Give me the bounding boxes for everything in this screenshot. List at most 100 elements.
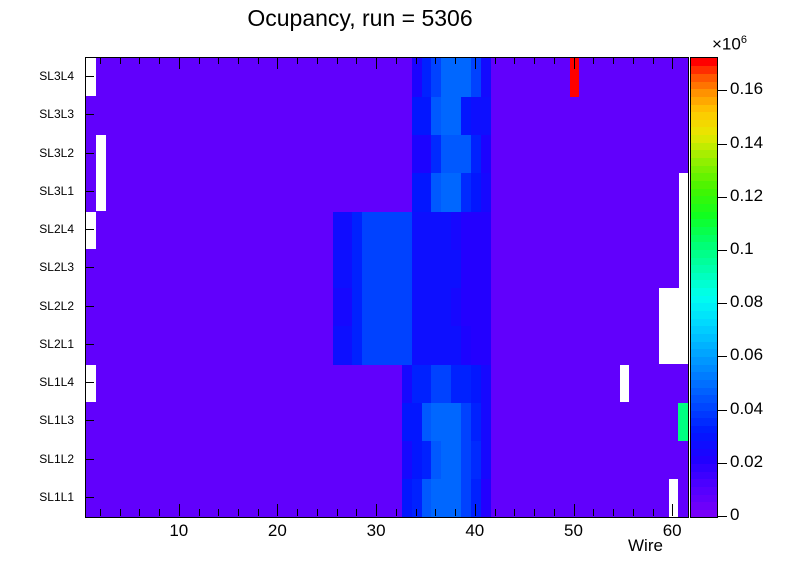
heatmap-cell — [668, 211, 679, 250]
heatmap-cell — [145, 211, 156, 250]
heatmap-cell — [224, 134, 235, 174]
heatmap-cell — [115, 211, 127, 250]
heatmap-cell — [559, 287, 571, 327]
x-axis-tick — [159, 509, 160, 516]
heatmap-cell — [638, 364, 650, 403]
heatmap-cell — [155, 402, 166, 442]
heatmap-cell — [352, 402, 363, 442]
heatmap-cell — [332, 211, 344, 250]
heatmap-cell — [105, 402, 117, 442]
color-scale-band — [691, 149, 717, 159]
heatmap-cell — [421, 172, 432, 212]
heatmap-cell — [451, 58, 462, 97]
x-axis-tick-top — [632, 57, 634, 64]
x-axis-tick — [553, 509, 555, 516]
heatmap-cell — [441, 96, 452, 136]
color-scale-bar[interactable] — [690, 57, 718, 518]
x-axis-tick-top — [652, 57, 654, 64]
heatmap-cell — [105, 249, 117, 289]
heatmap-cell — [490, 58, 502, 97]
heatmap-cell — [135, 249, 146, 289]
heatmap-cell — [362, 287, 373, 327]
heatmap-cell — [579, 58, 590, 97]
heatmap-cell — [678, 58, 688, 97]
heatmap-cell — [224, 172, 235, 212]
z-axis-tick — [717, 143, 727, 145]
heatmap-cell — [658, 211, 669, 250]
heatmap-cell — [174, 325, 186, 365]
heatmap-cell — [441, 402, 452, 442]
heatmap-cell — [431, 58, 442, 97]
x-axis-tick-top — [593, 57, 595, 64]
heatmap-cell — [234, 478, 245, 517]
x-axis-tick — [198, 509, 200, 516]
heatmap-cell — [263, 478, 275, 517]
heatmap-cell — [480, 287, 492, 327]
heatmap-plot-area[interactable] — [85, 57, 689, 518]
heatmap-cell — [490, 364, 502, 403]
heatmap-cell — [579, 172, 590, 212]
heatmap-cell — [480, 402, 492, 442]
heatmap-cell — [135, 325, 146, 365]
page-title: Ocupancy, run = 5306 — [247, 5, 473, 31]
heatmap-cell — [421, 402, 432, 442]
heatmap-cell — [668, 249, 679, 289]
heatmap-cell — [539, 364, 551, 403]
heatmap-cell — [461, 249, 472, 289]
heatmap-cell — [105, 364, 117, 403]
heatmap-cell — [125, 96, 136, 136]
heatmap-cell — [510, 364, 521, 403]
heatmap-cell — [214, 440, 225, 480]
heatmap-cell — [441, 58, 452, 97]
x-axis-tick-top — [178, 57, 180, 69]
heatmap-cell — [391, 287, 403, 327]
x-axis-tick — [632, 509, 634, 516]
heatmap-cell — [263, 402, 275, 442]
heatmap-cell — [243, 287, 255, 327]
heatmap-cell — [312, 211, 324, 250]
heatmap-cell — [174, 402, 186, 442]
heatmap-cell — [421, 249, 432, 289]
x-axis-tick — [119, 509, 121, 516]
heatmap-cell — [243, 364, 255, 403]
heatmap-cell — [520, 249, 531, 289]
heatmap-cell — [520, 172, 531, 212]
heatmap-cell — [628, 134, 640, 174]
heatmap-cell — [342, 478, 354, 517]
heatmap-cell — [342, 96, 354, 136]
heatmap-cell — [391, 172, 403, 212]
heatmap-cell — [530, 211, 541, 250]
heatmap-cell — [352, 478, 363, 517]
heatmap-cell — [461, 134, 472, 174]
heatmap-cell — [678, 96, 688, 136]
heatmap-cell — [500, 211, 511, 250]
heatmap-cell — [194, 478, 206, 517]
heatmap-cell — [470, 96, 482, 136]
heatmap-cell — [401, 402, 413, 442]
heatmap-cell — [411, 402, 423, 442]
heatmap-cell — [293, 211, 304, 250]
heatmap-cell — [549, 440, 561, 480]
heatmap-cell — [283, 172, 294, 212]
heatmap-cell — [648, 287, 659, 327]
heatmap-cell — [322, 364, 334, 403]
heatmap-cell — [401, 134, 413, 174]
heatmap-cell — [431, 440, 442, 480]
heatmap-cell — [470, 402, 482, 442]
heatmap-cell — [391, 364, 403, 403]
heatmap-cell — [618, 402, 630, 442]
x-axis-tick-label: 20 — [267, 521, 287, 540]
heatmap-cell — [628, 249, 640, 289]
heatmap-cell — [204, 96, 215, 136]
heatmap-cell — [411, 478, 423, 517]
heatmap-cell — [658, 134, 669, 174]
x-axis-tick-top — [159, 57, 160, 64]
x-axis-tick-top — [336, 57, 338, 64]
color-scale-band — [691, 509, 717, 517]
heatmap-cell — [332, 287, 344, 327]
heatmap-cell — [332, 249, 344, 289]
color-scale-band — [691, 88, 717, 97]
heatmap-cell — [589, 364, 600, 403]
heatmap-cell — [283, 325, 294, 365]
heatmap-cell — [391, 478, 403, 517]
